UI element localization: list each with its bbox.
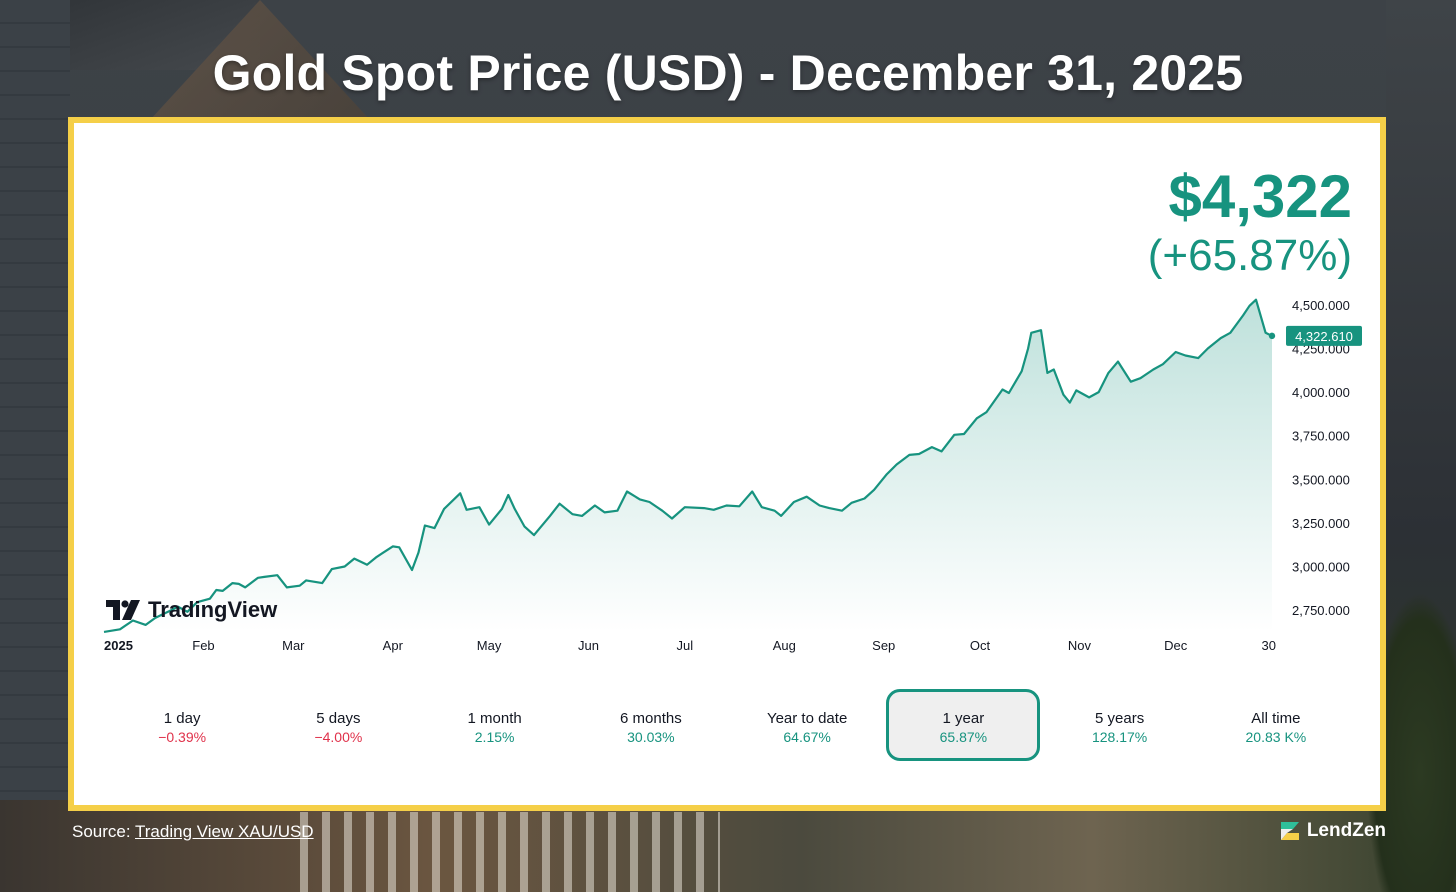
x-tick-label: Nov <box>1068 638 1092 653</box>
period-change: −0.39% <box>158 729 207 745</box>
source-prefix: Source: <box>72 822 131 841</box>
y-tick-label: 3,000.000 <box>1292 559 1350 574</box>
period-change: −4.00% <box>314 729 363 745</box>
page-title: Gold Spot Price (USD) - December 31, 202… <box>212 45 1244 101</box>
x-tick-label: Oct <box>970 638 991 653</box>
period-option[interactable]: 5 days −4.00% <box>261 689 415 761</box>
period-option[interactable]: 6 months 30.03% <box>574 689 728 761</box>
period-label: 5 days <box>316 710 361 727</box>
x-tick-label: Aug <box>773 638 796 653</box>
period-label: 6 months <box>620 710 682 727</box>
period-change: 2.15% <box>474 729 515 745</box>
last-value-dot <box>1268 332 1276 340</box>
x-tick-label: Mar <box>282 638 305 653</box>
y-tick-label: 2,750.000 <box>1292 603 1350 618</box>
y-tick-label: 4,000.000 <box>1292 385 1350 400</box>
price-line <box>103 298 1273 633</box>
street-scene <box>0 800 1456 892</box>
x-tick-label: Jul <box>676 638 693 653</box>
period-label: 5 years <box>1095 710 1145 727</box>
x-tick-label: Jun <box>578 638 599 653</box>
y-tick-label: 3,500.000 <box>1292 472 1350 487</box>
period-option[interactable]: 5 years 128.17% <box>1043 689 1197 761</box>
chart-card: 2,750.000 3,000.000 3,250.000 3,500.000 3,75… <box>68 117 1386 811</box>
period-label: 1 year <box>942 710 985 727</box>
period-label: 1 day <box>163 710 201 727</box>
headline-price: $4,322 (+65.87%) <box>1148 167 1352 281</box>
period-option[interactable]: 1 year 65.87% <box>886 689 1041 761</box>
period-option[interactable]: 1 day −0.39% <box>105 689 259 761</box>
price-area <box>104 299 1272 632</box>
period-change: 128.17% <box>1091 729 1148 745</box>
period-change: 64.67% <box>783 729 831 745</box>
period-selector: 1 day −0.39% 5 days −4.00% 1 month 2.15% 6 mon… <box>104 689 1354 761</box>
period-option[interactable]: 1 month 2.15% <box>418 689 572 761</box>
x-tick-label: 30 <box>1262 638 1276 653</box>
tradingview-icon <box>106 600 140 620</box>
tradingview-wordmark: TradingView <box>148 597 278 622</box>
period-label: Year to date <box>766 710 848 727</box>
x-tick-label: Feb <box>192 638 214 653</box>
y-tick-label: 3,750.000 <box>1292 429 1350 444</box>
lendzen-wordmark: LendZen <box>1306 820 1386 841</box>
tradingview-logo: TradingView <box>106 597 277 623</box>
period-option[interactable]: All time 20.83 K% <box>1199 689 1353 761</box>
lendzen-icon <box>1280 822 1299 840</box>
price-chart: 2,750.000 3,000.000 3,250.000 3,500.000 3,75… <box>103 298 1362 653</box>
lendzen-logo: LendZen <box>1279 820 1386 842</box>
x-tick-label: 2025 <box>104 638 133 653</box>
y-tick-label: 3,250.000 <box>1292 516 1350 531</box>
x-tick-label: May <box>477 638 502 653</box>
x-tick-label: Sep <box>872 638 895 653</box>
source-link[interactable]: Trading View XAU/USD <box>135 822 314 841</box>
x-tick-label: Apr <box>383 638 404 653</box>
house-siding-left <box>0 0 70 892</box>
period-label: 1 month <box>467 710 522 727</box>
period-change: 65.87% <box>939 729 988 745</box>
period-change: 20.83 K% <box>1245 729 1307 745</box>
fence-decoration <box>300 812 720 892</box>
price-value: $4,322 <box>1168 163 1352 230</box>
last-value-badge <box>1286 325 1362 346</box>
period-change: 30.03% <box>627 729 675 745</box>
last-value-label: 4,322.610 <box>1295 329 1353 344</box>
x-tick-label: Dec <box>1164 638 1188 653</box>
price-change: (+65.87%) <box>1147 231 1352 280</box>
y-tick-label: 4,500.000 <box>1292 298 1350 313</box>
source-credit: Source: Trading View XAU/USD <box>72 822 314 842</box>
period-option[interactable]: Year to date 64.67% <box>730 689 884 761</box>
period-label: All time <box>1251 710 1301 727</box>
